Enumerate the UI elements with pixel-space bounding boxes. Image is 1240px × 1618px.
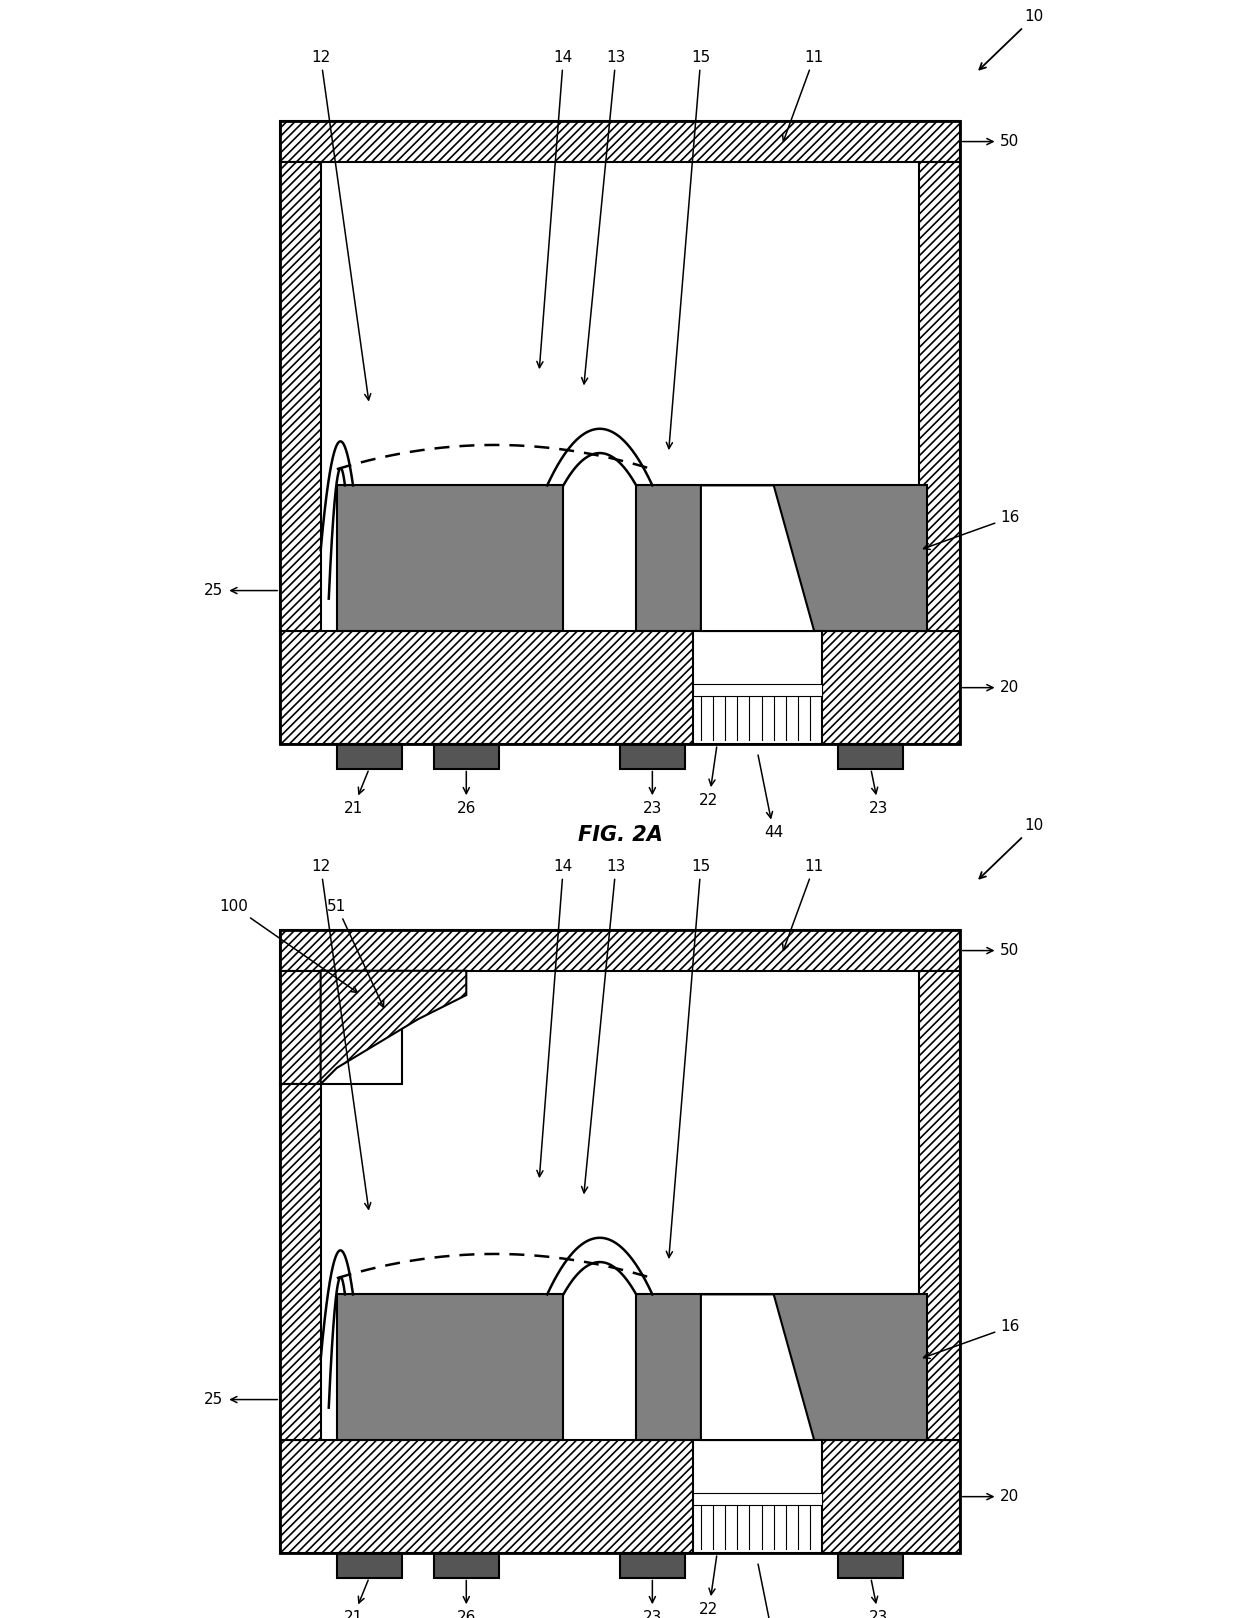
FancyBboxPatch shape (434, 1553, 498, 1578)
Text: 13: 13 (582, 50, 626, 383)
Polygon shape (701, 1294, 815, 1440)
FancyBboxPatch shape (280, 930, 960, 971)
FancyBboxPatch shape (280, 1440, 960, 1553)
Text: 23: 23 (869, 772, 889, 815)
Text: 15: 15 (666, 50, 711, 448)
FancyBboxPatch shape (280, 631, 960, 744)
FancyBboxPatch shape (838, 744, 903, 769)
Text: 10: 10 (980, 10, 1044, 70)
Text: 44: 44 (758, 756, 784, 840)
Text: 51: 51 (327, 898, 383, 1006)
Text: 21: 21 (343, 1581, 368, 1618)
Text: 23: 23 (869, 1581, 889, 1618)
FancyBboxPatch shape (434, 744, 498, 769)
Text: 16: 16 (924, 1319, 1019, 1359)
Text: 21: 21 (343, 772, 368, 815)
FancyBboxPatch shape (693, 1492, 822, 1505)
FancyBboxPatch shape (693, 1440, 822, 1553)
FancyBboxPatch shape (693, 631, 822, 744)
FancyBboxPatch shape (636, 485, 928, 631)
FancyBboxPatch shape (919, 162, 960, 631)
Text: 10: 10 (980, 819, 1044, 879)
FancyBboxPatch shape (838, 1553, 903, 1578)
Text: 12: 12 (311, 859, 371, 1209)
Text: 15: 15 (666, 859, 711, 1257)
Text: 20: 20 (962, 1489, 1019, 1505)
Text: 26: 26 (456, 1581, 476, 1618)
Text: 25: 25 (205, 1391, 278, 1408)
Text: 13: 13 (582, 859, 626, 1192)
Text: 22: 22 (699, 1557, 719, 1616)
FancyBboxPatch shape (337, 485, 563, 631)
FancyBboxPatch shape (620, 1553, 684, 1578)
Text: 44: 44 (758, 1565, 784, 1618)
Polygon shape (701, 485, 815, 631)
Text: 20: 20 (962, 680, 1019, 696)
FancyBboxPatch shape (280, 971, 321, 1084)
Polygon shape (321, 971, 466, 1084)
FancyBboxPatch shape (337, 744, 402, 769)
FancyBboxPatch shape (337, 1553, 402, 1578)
Text: 50: 50 (962, 943, 1019, 958)
Text: 100: 100 (219, 898, 357, 992)
Text: 22: 22 (699, 748, 719, 807)
FancyBboxPatch shape (919, 971, 960, 1440)
FancyBboxPatch shape (321, 971, 402, 1084)
Text: 26: 26 (456, 772, 476, 815)
Text: 23: 23 (642, 772, 662, 815)
Text: 14: 14 (537, 859, 573, 1176)
Text: 16: 16 (924, 510, 1019, 550)
FancyBboxPatch shape (321, 971, 919, 1440)
Text: 14: 14 (537, 50, 573, 367)
FancyBboxPatch shape (280, 121, 960, 162)
FancyBboxPatch shape (321, 162, 919, 631)
FancyBboxPatch shape (337, 1294, 563, 1440)
Text: 11: 11 (782, 50, 823, 141)
Text: 12: 12 (311, 50, 371, 400)
Text: FIG. 2A: FIG. 2A (578, 825, 662, 845)
FancyBboxPatch shape (280, 162, 321, 631)
FancyBboxPatch shape (280, 1084, 321, 1440)
Text: 50: 50 (962, 134, 1019, 149)
Text: 11: 11 (782, 859, 823, 950)
Text: 23: 23 (642, 1581, 662, 1618)
Text: 25: 25 (205, 582, 278, 599)
FancyBboxPatch shape (620, 744, 684, 769)
FancyBboxPatch shape (693, 684, 822, 696)
FancyBboxPatch shape (636, 1294, 928, 1440)
